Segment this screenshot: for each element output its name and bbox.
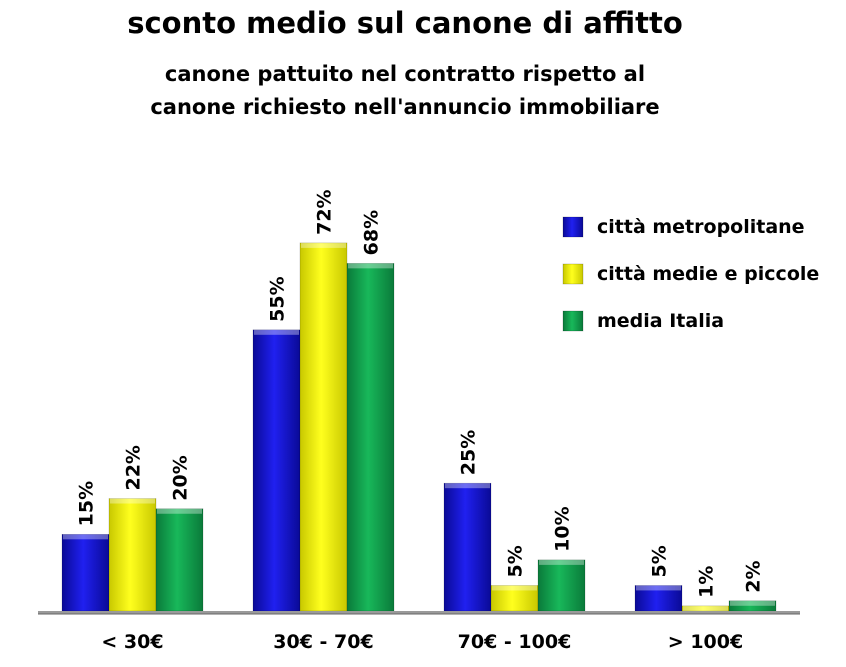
data-label: 1% <box>696 566 718 598</box>
legend-swatch <box>562 310 584 332</box>
bar <box>108 498 157 612</box>
bar-top-highlight <box>110 498 155 504</box>
x-tick-label: < 30€ <box>101 631 163 653</box>
bar <box>252 329 301 612</box>
chart-subtitle-line-2: canone richiesto nell'annuncio immobilia… <box>150 95 660 119</box>
chart-subtitle-line-1: canone pattuito nel contratto rispetto a… <box>164 62 646 86</box>
legend-label: città medie e piccole <box>597 263 819 285</box>
bar-top-highlight <box>636 585 681 591</box>
data-label: 5% <box>505 545 527 577</box>
x-tick-label: > 100€ <box>668 631 743 653</box>
data-label: 72% <box>314 189 336 234</box>
bar-top-highlight <box>63 534 108 540</box>
data-label: 5% <box>649 545 671 577</box>
x-axis-line <box>38 611 800 614</box>
legend-label: città metropolitane <box>597 216 805 238</box>
chart-title: sconto medio sul canone di affitto <box>127 6 683 40</box>
bar-top-highlight <box>539 559 584 565</box>
x-tick-label: 70€ - 100€ <box>458 631 572 653</box>
data-label: 20% <box>170 455 192 500</box>
bar <box>443 482 492 612</box>
legend-swatch <box>562 263 584 285</box>
data-label: 2% <box>743 561 765 593</box>
data-label: 15% <box>76 481 98 526</box>
data-label: 25% <box>458 430 480 475</box>
bar-top-highlight <box>492 585 537 591</box>
data-label: 55% <box>267 276 289 321</box>
bar <box>155 508 204 612</box>
bar <box>346 263 395 612</box>
bar-top-highlight <box>730 600 775 606</box>
data-label: 68% <box>361 210 383 255</box>
bar-top-highlight <box>683 605 728 611</box>
bar-top-highlight <box>301 242 346 248</box>
bar-top-highlight <box>254 329 299 335</box>
bar-top-highlight <box>445 483 490 489</box>
legend-label: media Italia <box>597 310 724 332</box>
bar <box>61 534 110 612</box>
bar-top-highlight <box>348 263 393 269</box>
bar-top-highlight <box>157 508 202 514</box>
bar <box>299 242 348 612</box>
x-tick-label: 30€ - 70€ <box>273 631 373 653</box>
bar <box>537 559 586 612</box>
data-label: 10% <box>552 506 574 551</box>
legend-swatch <box>562 216 584 238</box>
data-label: 22% <box>123 445 145 490</box>
